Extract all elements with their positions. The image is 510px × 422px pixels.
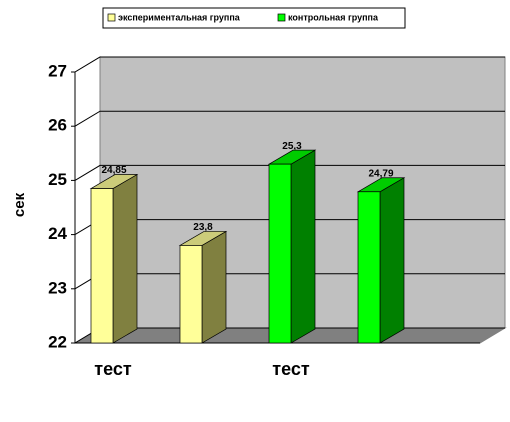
legend-swatch xyxy=(277,13,286,22)
y-tick-label: 24 xyxy=(48,224,67,243)
legend-label: экспериментальная группа xyxy=(118,12,241,22)
y-tick-label: 23 xyxy=(48,278,67,297)
grid-line xyxy=(74,110,505,127)
y-tick-label: 27 xyxy=(48,61,67,80)
bar-side xyxy=(201,230,227,344)
bar-side xyxy=(379,177,405,344)
legend-box xyxy=(102,7,406,29)
y-tick-label: 26 xyxy=(48,116,67,135)
legend-label: контрольная группа xyxy=(288,12,379,22)
data-label: 24,79 xyxy=(368,168,393,179)
bar xyxy=(179,245,203,344)
bar xyxy=(268,163,292,344)
grid-line xyxy=(74,56,505,73)
y-tick-label: 25 xyxy=(48,170,67,189)
grid-line xyxy=(74,164,505,181)
bar-side xyxy=(112,173,138,344)
y-tick-label: 22 xyxy=(48,332,67,351)
data-label: 25,3 xyxy=(282,141,302,152)
data-label: 23,8 xyxy=(193,222,213,233)
bar xyxy=(90,188,114,344)
bar xyxy=(357,191,381,344)
x-tick-label: тест xyxy=(94,359,132,379)
bar-side xyxy=(290,149,316,344)
legend-swatch xyxy=(107,13,116,22)
data-label: 24,85 xyxy=(101,165,126,176)
y-axis-label: сек xyxy=(11,192,28,217)
x-tick-label: тест xyxy=(272,359,310,379)
